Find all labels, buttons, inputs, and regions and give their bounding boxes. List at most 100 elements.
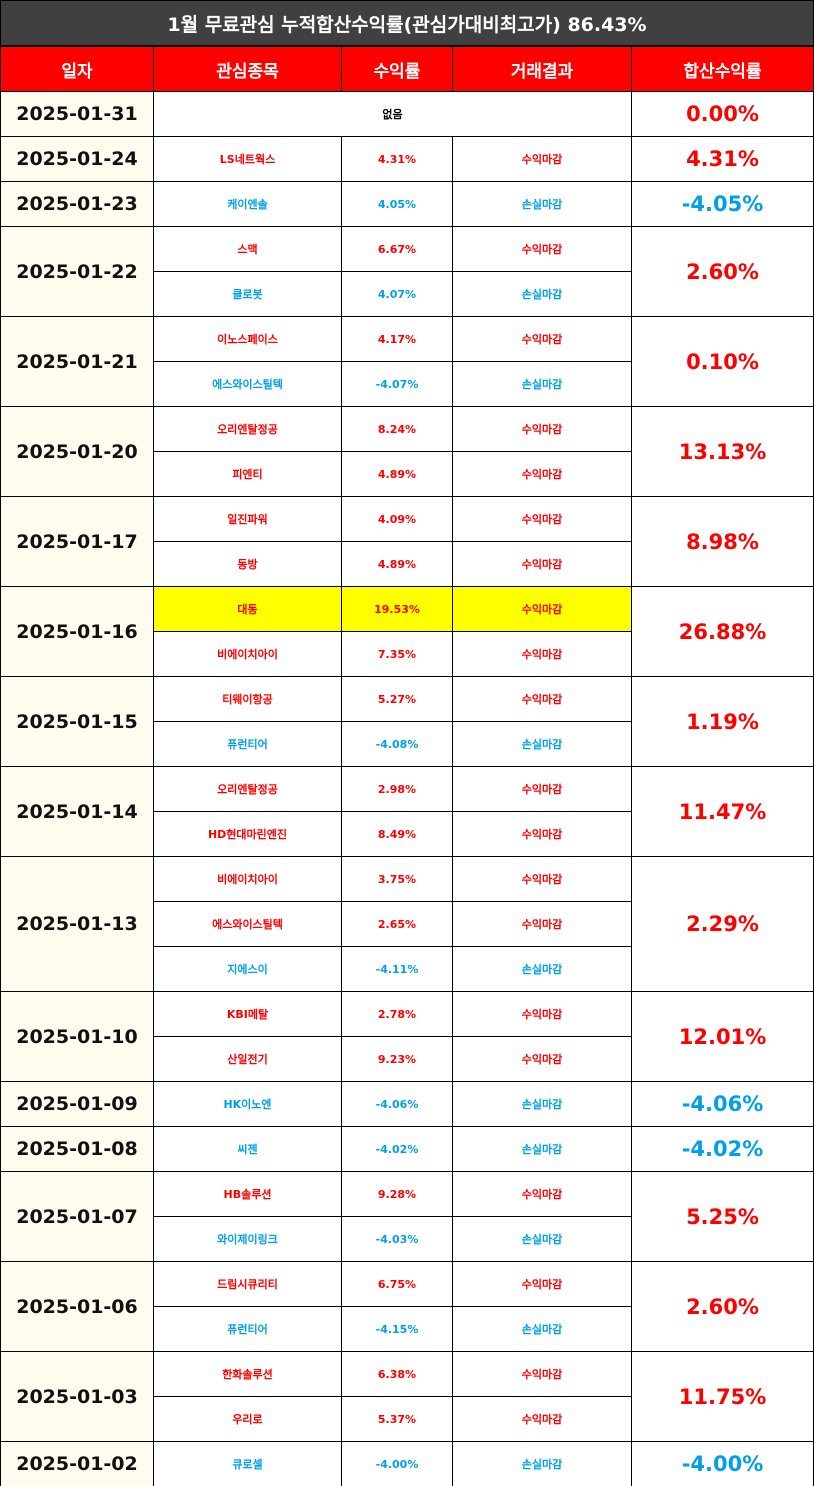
stock-cell: HB솔루션 (153, 1171, 342, 1217)
result-cell: 손실마감 (452, 271, 632, 317)
result-cell: 손실마감 (452, 1081, 632, 1127)
table-row: 에스와이스틸텍 2.65% 수익마감 (1, 901, 814, 947)
total-cell: 2.29% (631, 856, 814, 992)
table-row: 2025-01-03 한화솔루션 6.38% 수익마감 11.75% (0, 1351, 814, 1442)
date-cell: 2025-01-20 (0, 406, 154, 497)
return-cell: 5.37% (341, 1396, 453, 1442)
return-cell: -4.15% (341, 1306, 453, 1352)
result-cell: 수익마감 (452, 316, 632, 362)
stock-cell: 퓨런티어 (153, 721, 342, 767)
total-cell: 11.47% (631, 766, 814, 857)
result-cell: 수익마감 (452, 1351, 632, 1397)
result-cell: 수익마감 (452, 541, 632, 587)
date-cell: 2025-01-17 (0, 496, 154, 587)
stock-cell: HD현대마린엔진 (153, 811, 342, 857)
total-cell: 0.10% (631, 316, 814, 407)
table-row: 2025-01-10 KBI메탈 2.78% 수익마감 12.01% (0, 991, 814, 1082)
date-cell: 2025-01-24 (0, 136, 154, 182)
result-cell: 손실마감 (452, 181, 632, 227)
table-row: 2025-01-24 LS네트웍스 4.31% 수익마감 4.31% (0, 136, 814, 182)
return-cell: 2.98% (341, 766, 453, 812)
stock-cell: 티웨이항공 (153, 676, 342, 722)
stock-cell: 에스와이스틸텍 (153, 361, 342, 407)
total-cell: -4.02% (631, 1126, 814, 1172)
result-cell: 수익마감 (452, 496, 632, 542)
total-cell: -4.00% (631, 1441, 814, 1486)
total-cell: 26.88% (631, 586, 814, 677)
date-cell: 2025-01-13 (0, 856, 154, 992)
result-cell: 수익마감 (452, 136, 632, 182)
total-cell: -4.05% (631, 181, 814, 227)
return-cell: 4.17% (341, 316, 453, 362)
table-row: 와이제이링크 -4.03% 손실마감 (1, 1216, 814, 1262)
return-cell: 4.09% (341, 496, 453, 542)
table-row: 2025-01-02 큐로셀 -4.00% 손실마감 -4.00% (0, 1441, 814, 1486)
stock-cell: 오리엔탈정공 (153, 766, 342, 812)
return-cell: 9.28% (341, 1171, 453, 1217)
total-cell: 5.25% (631, 1171, 814, 1262)
stock-cell: 케이엔솔 (153, 181, 342, 227)
return-cell: 7.35% (341, 631, 453, 677)
result-cell: 수익마감 (452, 1261, 632, 1307)
stock-cell: 클로봇 (153, 271, 342, 317)
return-cell: 4.31% (341, 136, 453, 182)
return-cell: 4.89% (341, 451, 453, 497)
date-cell: 2025-01-03 (0, 1351, 154, 1442)
table-body: 2025-01-31 없음 0.00% 2025-01-24 LS네트웍스 4.31% 수익… (0, 91, 814, 1486)
stock-cell: 비에이치아이 (153, 631, 342, 677)
stock-cell: 드림시큐리티 (153, 1261, 342, 1307)
result-cell: 수익마감 (452, 1396, 632, 1442)
stock-cell: 대동 (153, 586, 342, 632)
return-cell: 8.24% (341, 406, 453, 452)
table-row: 동방 4.89% 수익마감 (1, 541, 814, 587)
result-cell: 수익마감 (452, 631, 632, 677)
result-cell: 손실마감 (452, 1126, 632, 1172)
stock-cell: 큐로셀 (153, 1441, 342, 1486)
total-cell: 8.98% (631, 496, 814, 587)
stock-cell: KBI메탈 (153, 991, 342, 1037)
return-cell: -4.08% (341, 721, 453, 767)
table-row: 2025-01-13 비에이치아이 3.75% 수익마감 2.29% (0, 856, 814, 992)
total-cell: 2.60% (631, 1261, 814, 1352)
return-cell: 4.89% (341, 541, 453, 587)
stock-cell: 일진파워 (153, 496, 342, 542)
return-cell: -4.11% (341, 946, 453, 992)
return-cell: 3.75% (341, 856, 453, 902)
return-cell: 2.65% (341, 901, 453, 947)
stock-cell: LS네트웍스 (153, 136, 342, 182)
table-row: 2025-01-07 HB솔루션 9.28% 수익마감 5.25% (0, 1171, 814, 1262)
date-cell: 2025-01-31 (0, 91, 154, 137)
table-row: 2025-01-23 케이엔솔 4.05% 손실마감 -4.05% (0, 181, 814, 227)
table-row: 2025-01-14 오리엔탈정공 2.98% 수익마감 11.47% (0, 766, 814, 857)
note-cell: 없음 (153, 91, 632, 137)
date-cell: 2025-01-21 (0, 316, 154, 407)
return-cell: 4.05% (341, 181, 453, 227)
stock-cell: 씨젠 (153, 1126, 342, 1172)
return-cell: -4.00% (341, 1441, 453, 1486)
stock-cell: 동방 (153, 541, 342, 587)
table-row: 2025-01-15 티웨이항공 5.27% 수익마감 1.19% (0, 676, 814, 767)
result-cell: 수익마감 (452, 901, 632, 947)
result-cell: 수익마감 (452, 1171, 632, 1217)
return-cell: 6.67% (341, 226, 453, 272)
return-cell: 2.78% (341, 991, 453, 1037)
table-row: 에스와이스틸텍 -4.07% 손실마감 (1, 361, 814, 407)
total-cell: -4.06% (631, 1081, 814, 1127)
stock-cell: 이노스페이스 (153, 316, 342, 362)
total-cell: 4.31% (631, 136, 814, 182)
stock-cell: 스맥 (153, 226, 342, 272)
date-cell: 2025-01-16 (0, 586, 154, 677)
date-cell: 2025-01-08 (0, 1126, 154, 1172)
result-cell: 수익마감 (452, 991, 632, 1037)
stock-cell: 산일전기 (153, 1036, 342, 1082)
table-row: 클로봇 4.07% 손실마감 (1, 271, 814, 317)
header-row: 일자 관심종목 수익률 거래결과 합산수익률 (0, 46, 814, 92)
return-cell: 19.53% (341, 586, 453, 632)
column-header: 합산수익률 (631, 46, 814, 92)
table-row: 2025-01-22 스맥 6.67% 수익마감 2.60% (0, 226, 814, 317)
total-cell: 12.01% (631, 991, 814, 1082)
table-row: 2025-01-20 오리엔탈정공 8.24% 수익마감 13.13% (0, 406, 814, 497)
column-header: 관심종목 (153, 46, 342, 92)
return-cell: 8.49% (341, 811, 453, 857)
return-cell: 9.23% (341, 1036, 453, 1082)
